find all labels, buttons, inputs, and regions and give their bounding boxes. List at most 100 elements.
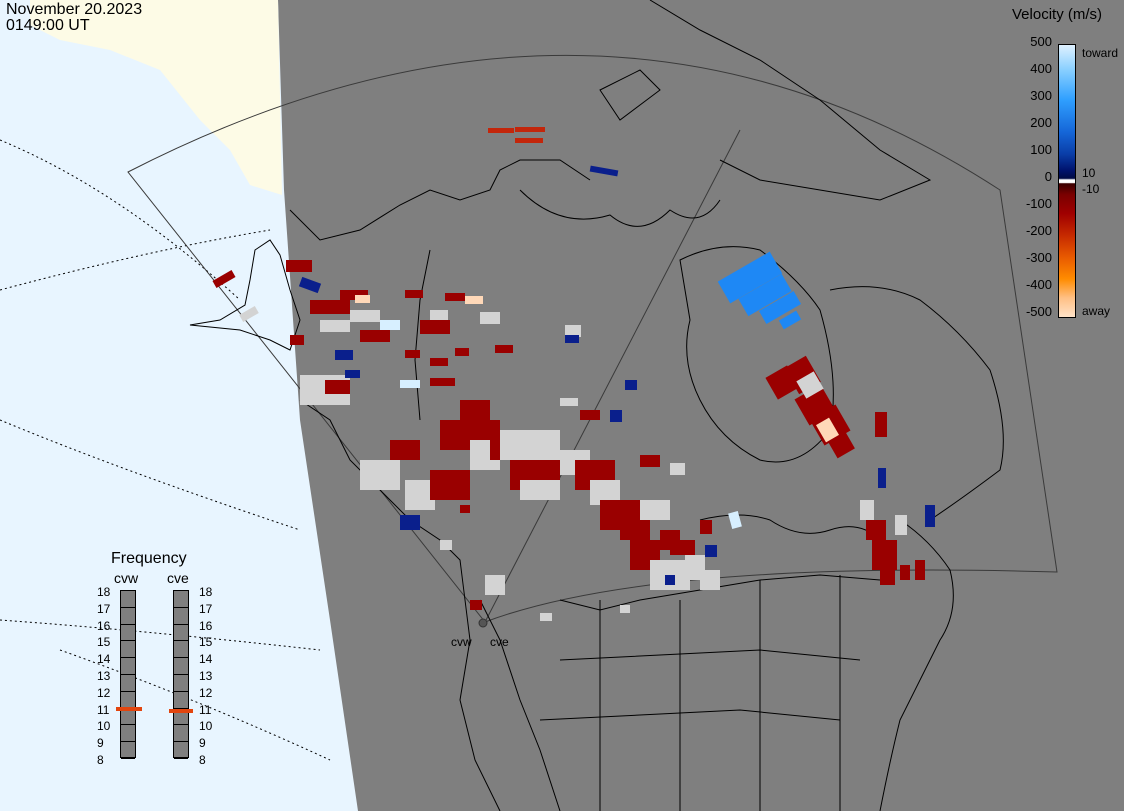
backscatter-cell	[355, 295, 370, 303]
frequency-tick-label: 17	[199, 601, 213, 616]
velocity-negative-threshold: -10	[1082, 182, 1100, 196]
velocity-away-label: away	[1082, 304, 1111, 318]
frequency-bar-cell	[174, 658, 188, 675]
backscatter-cell	[520, 480, 560, 500]
backscatter-cell	[290, 335, 304, 345]
frequency-tick-label: 14	[97, 652, 111, 667]
backscatter-cell	[796, 371, 824, 399]
frequency-tick-label: 18	[97, 585, 111, 599]
backscatter-cell	[860, 500, 874, 520]
velocity-tick-label: -100	[1025, 196, 1052, 211]
backscatter-cell	[430, 358, 448, 366]
frequency-tick-label: 8	[199, 753, 206, 767]
frequency-tick-label: 8	[97, 753, 104, 767]
backscatter-cell	[625, 380, 637, 390]
backscatter-cell	[380, 320, 400, 330]
backscatter-cell	[340, 290, 368, 300]
backscatter-cell	[430, 470, 470, 500]
backscatter-cell	[320, 320, 350, 332]
station-label: cve	[490, 635, 509, 649]
backscatter-cell	[589, 165, 619, 177]
velocity-colorbar	[1058, 44, 1076, 318]
backscatter-cell	[580, 410, 600, 420]
frequency-bar-cve	[173, 590, 189, 759]
map-date: November 20.2023	[6, 1, 143, 18]
backscatter-cell	[705, 545, 717, 557]
velocity-tick-label: -200	[1025, 223, 1052, 238]
frequency-tick-label: 11	[97, 702, 110, 717]
backscatter-cell	[360, 460, 400, 490]
velocity-tick-label: 500	[1030, 34, 1052, 49]
frequency-tick-label: 17	[97, 601, 111, 616]
frequency-bar-cell	[174, 725, 188, 743]
frequency-bar-cell	[174, 692, 188, 709]
backscatter-cell	[610, 410, 622, 422]
backscatter-cell	[400, 515, 420, 530]
backscatter-cell	[400, 380, 420, 388]
frequency-tick-label: 11	[199, 702, 212, 717]
backscatter-cell	[239, 306, 259, 322]
backscatter-cell	[405, 350, 420, 358]
backscatter-cell	[335, 350, 353, 360]
frequency-bar-cell	[174, 641, 188, 659]
backscatter-cell	[700, 570, 720, 590]
backscatter-cell	[728, 510, 742, 530]
velocity-tick-label: 400	[1030, 61, 1052, 76]
frequency-tick-label: 12	[97, 685, 111, 700]
frequency-tick-label: 16	[97, 618, 111, 633]
backscatter-cells	[212, 127, 935, 621]
backscatter-cell	[620, 605, 630, 613]
backscatter-cell	[485, 575, 505, 595]
frequency-bar-cvw	[120, 590, 136, 759]
backscatter-cell	[670, 540, 695, 555]
velocity-tick-label: 200	[1030, 115, 1052, 130]
map-time: 0149:00 UT	[6, 17, 90, 34]
backscatter-cell	[286, 260, 312, 272]
frequency-marker-cve	[169, 708, 193, 713]
frequency-bar-cell	[121, 591, 135, 608]
velocity-tick-label: -500	[1025, 304, 1052, 319]
backscatter-cell	[640, 455, 660, 467]
backscatter-cell	[445, 293, 465, 301]
frequency-bar-cell	[174, 675, 188, 692]
frequency-tick-label: 10	[199, 719, 213, 734]
backscatter-cell	[298, 276, 322, 294]
velocity-tick-label: -300	[1025, 250, 1052, 265]
backscatter-cell	[212, 270, 236, 288]
backscatter-cell	[420, 320, 450, 334]
frequency-tick-label: 18	[199, 585, 213, 599]
frequency-bar-cell	[121, 692, 135, 709]
backscatter-cell	[915, 560, 925, 580]
frequency-title: Frequency	[111, 550, 187, 567]
frequency-bar-cell	[174, 742, 188, 759]
backscatter-cell	[778, 310, 802, 330]
velocity-tick-label: -400	[1025, 277, 1052, 292]
frequency-tick-label: 15	[97, 635, 111, 650]
frequency-bar-cell	[121, 709, 135, 726]
backscatter-cell	[640, 500, 670, 520]
backscatter-cell	[515, 138, 543, 143]
backscatter-cell	[717, 251, 783, 304]
dayside-ocean	[0, 0, 358, 811]
backscatter-cell	[310, 300, 350, 314]
backscatter-cell	[670, 463, 685, 475]
velocity-tick-label: 0	[1044, 169, 1052, 184]
field-of-view	[127, 54, 1058, 623]
backscatter-cell	[565, 335, 579, 343]
backscatter-cell	[470, 600, 482, 610]
backscatter-cell	[430, 378, 455, 386]
coastlines	[189, 0, 1004, 811]
backscatter-cell	[758, 291, 802, 324]
backscatter-cell	[460, 400, 490, 420]
frequency-radar-name: cvw	[114, 570, 139, 586]
backscatter-cell	[560, 398, 578, 406]
frequency-tick-label: 9	[199, 736, 206, 751]
backscatter-cell	[360, 330, 390, 342]
backscatter-cell	[738, 273, 792, 317]
frequency-bar-cell	[121, 658, 135, 675]
velocity-tick-label: 100	[1030, 142, 1052, 157]
backscatter-cell	[872, 540, 897, 570]
velocity-positive-threshold: 10	[1082, 166, 1096, 180]
radar-site-marker	[478, 618, 488, 628]
